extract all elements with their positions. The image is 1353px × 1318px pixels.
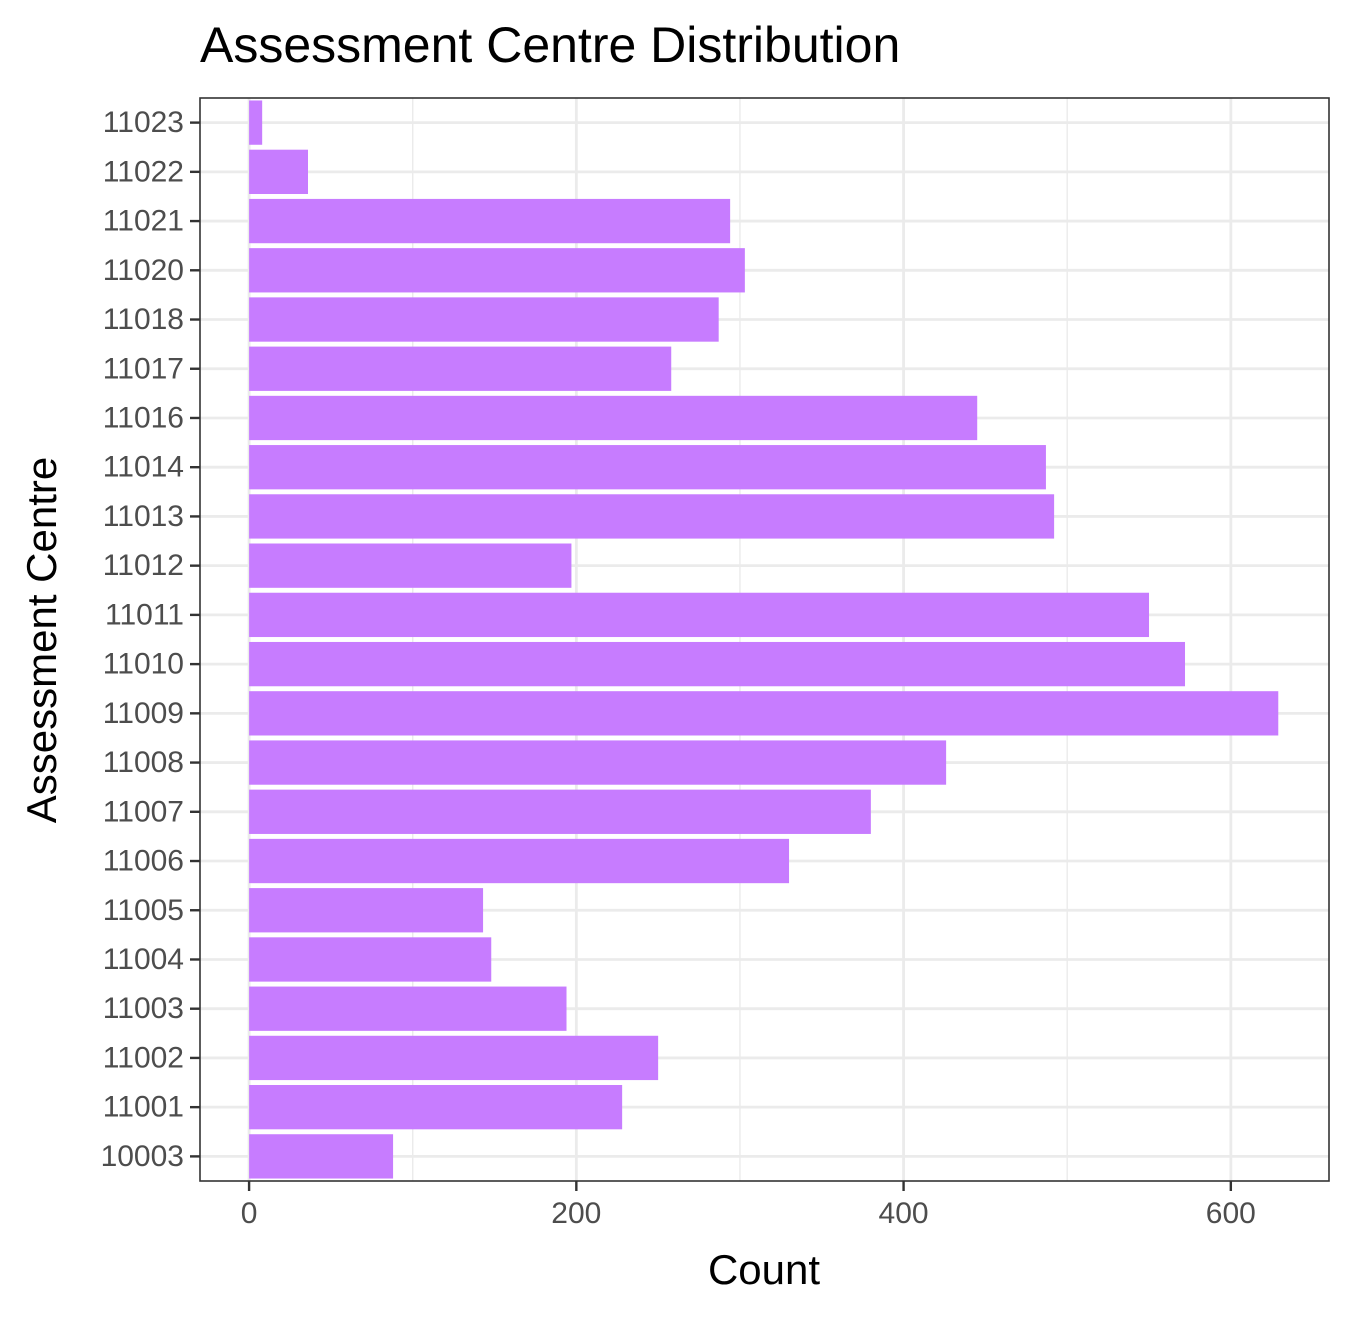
bar-11007 xyxy=(249,789,871,834)
y-axis-title: Assessment Centre xyxy=(18,457,65,823)
y-tick-label: 11018 xyxy=(103,303,184,336)
y-tick-label: 11016 xyxy=(103,401,184,434)
bar-11022 xyxy=(249,149,308,194)
x-axis-title: Count xyxy=(708,1246,820,1293)
panel-border xyxy=(199,97,1330,1182)
bar-11004 xyxy=(249,937,492,982)
y-axis: 10003 11001 11002 11003 11004 11005 11006 11007… xyxy=(101,106,200,1173)
bar-11003 xyxy=(249,986,567,1031)
bar-11014 xyxy=(249,445,1046,490)
bar-11012 xyxy=(249,543,572,588)
x-tick-label: 0 xyxy=(241,1197,258,1230)
x-axis: 0 200 400 600 xyxy=(241,1181,1256,1230)
y-tick-label: 11005 xyxy=(103,894,184,927)
bar-11006 xyxy=(249,838,790,884)
y-tick-label: 10003 xyxy=(101,1140,184,1173)
bar-11021 xyxy=(249,198,731,244)
bar-11013 xyxy=(249,494,1055,539)
y-tick-label: 11011 xyxy=(105,598,184,631)
bar-11008 xyxy=(249,740,947,785)
x-tick-label: 600 xyxy=(1206,1197,1256,1230)
y-tick-label: 11017 xyxy=(103,352,184,385)
bar-11005 xyxy=(249,888,484,933)
y-tick-label: 11022 xyxy=(103,155,184,188)
x-tick-label: 400 xyxy=(879,1197,929,1230)
bar-11001 xyxy=(249,1085,623,1130)
chart-title: Assessment Centre Distribution xyxy=(200,17,900,73)
y-tick-label: 11014 xyxy=(103,451,184,484)
y-tick-label: 11001 xyxy=(103,1091,184,1124)
bar-11020 xyxy=(249,248,745,293)
bar-11011 xyxy=(249,592,1150,638)
bars xyxy=(249,100,1279,1179)
bar-11023 xyxy=(249,100,263,145)
y-tick-label: 11007 xyxy=(103,795,184,828)
x-tick-label: 200 xyxy=(551,1197,601,1230)
y-tick-label: 11012 xyxy=(103,549,184,582)
y-tick-label: 11006 xyxy=(103,845,184,878)
y-tick-label: 11008 xyxy=(103,746,184,779)
y-tick-label: 11004 xyxy=(103,943,184,976)
bar-10003 xyxy=(249,1134,394,1179)
y-tick-label: 11010 xyxy=(103,648,184,681)
y-tick-label: 11003 xyxy=(103,992,184,1025)
y-tick-label: 11021 xyxy=(103,205,184,238)
bar-11017 xyxy=(249,346,672,391)
y-tick-label: 11013 xyxy=(103,500,184,533)
bar-11010 xyxy=(249,641,1186,687)
bar-11016 xyxy=(249,395,978,441)
y-tick-label: 11002 xyxy=(103,1041,184,1074)
bar-11018 xyxy=(249,297,719,342)
y-tick-label: 11009 xyxy=(103,697,184,730)
y-tick-label: 11023 xyxy=(103,106,184,139)
y-tick-label: 11020 xyxy=(103,254,184,287)
bar-11009 xyxy=(249,691,1279,736)
bar-11002 xyxy=(249,1035,659,1081)
